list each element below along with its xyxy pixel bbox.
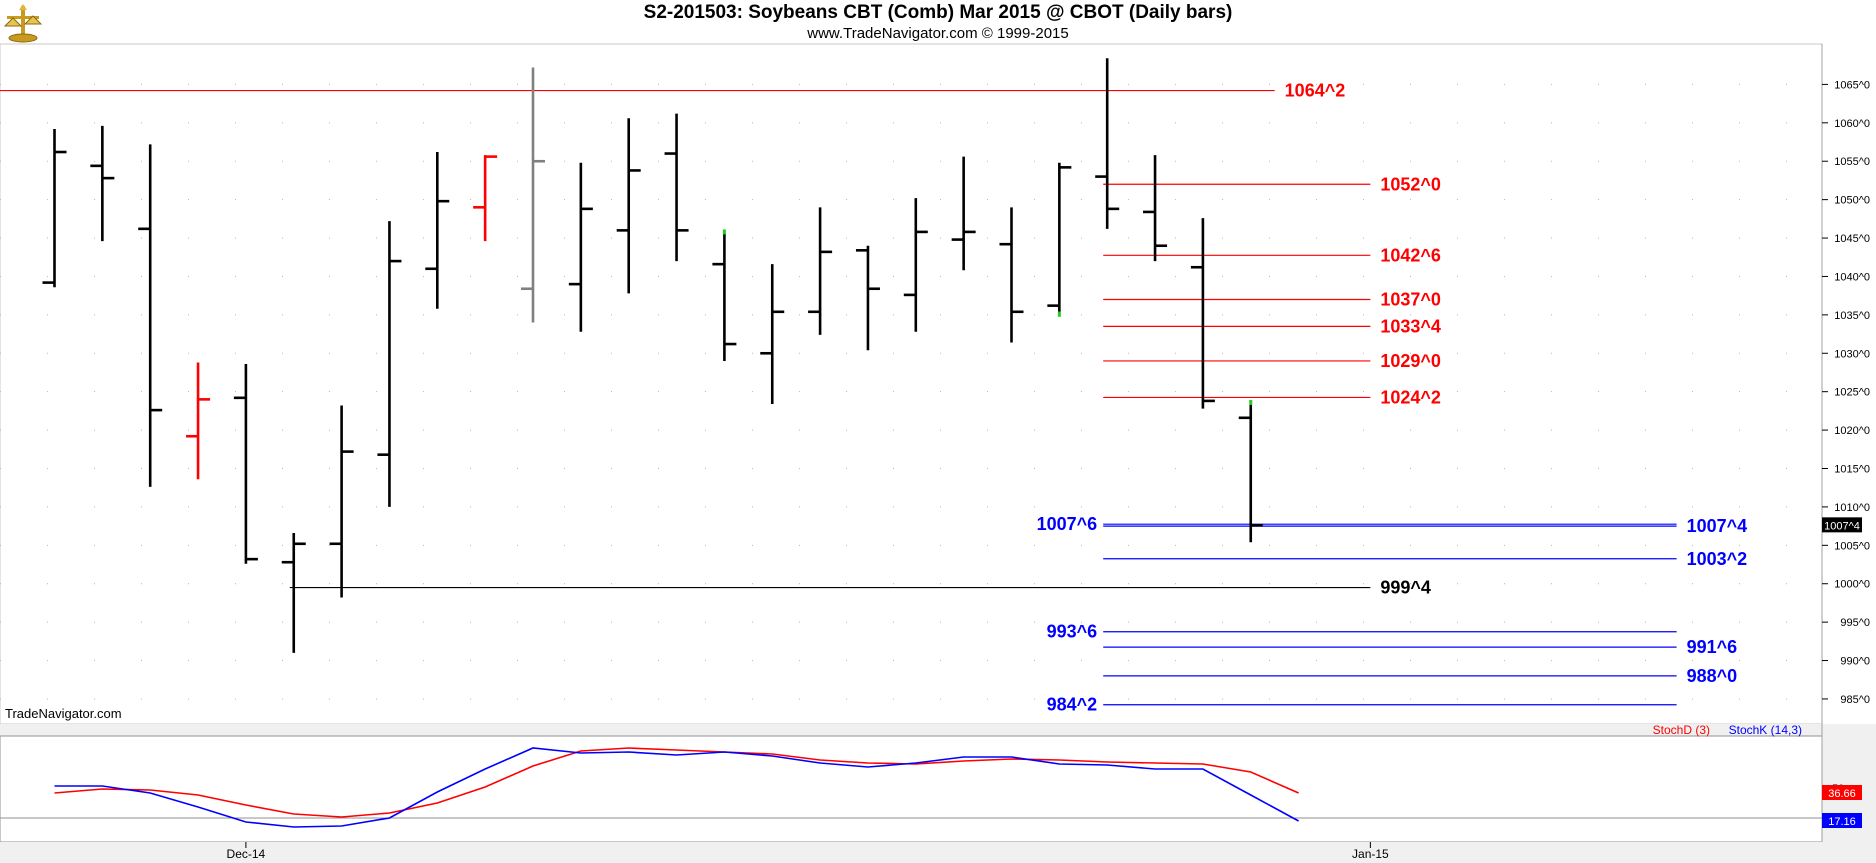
price-axis-label: 1010^0	[1834, 502, 1870, 514]
price-axis-label: 1005^0	[1834, 540, 1870, 552]
x-axis-label: Jan-15	[1352, 847, 1389, 861]
price-axis-label: 1050^0	[1834, 195, 1870, 207]
level-label: 1003^2	[1687, 549, 1748, 569]
x-axis-band	[0, 842, 1876, 863]
stoch-panel-frame	[0, 735, 1823, 843]
x-axis-label: Dec-14	[227, 847, 266, 861]
level-label: 984^2	[1047, 695, 1098, 715]
level-label: 1052^0	[1380, 174, 1441, 194]
level-label: 1064^2	[1285, 81, 1346, 101]
last-price-box	[1822, 517, 1862, 533]
level-label: 988^0	[1687, 666, 1738, 686]
stoch-last-box	[1822, 785, 1862, 800]
level-label: 1042^6	[1380, 245, 1441, 265]
chart-subtitle: www.TradeNavigator.com © 1999-2015	[807, 25, 1069, 42]
price-axis-label: 1025^0	[1834, 387, 1870, 399]
stoch-d-line	[54, 747, 1299, 818]
legend-stoch-k: StochK (14,3)	[1729, 723, 1802, 737]
price-axis-label: 1055^0	[1834, 156, 1870, 168]
level-label: 1007^4	[1687, 516, 1748, 536]
level-label: 993^6	[1047, 622, 1098, 642]
stoch-last-label: 36.66	[1828, 788, 1856, 800]
stoch-last-label: 17.16	[1828, 816, 1856, 828]
level-label: 991^6	[1687, 637, 1738, 657]
price-axis-label: 1035^0	[1834, 310, 1870, 322]
price-axis-label: 985^0	[1840, 694, 1870, 706]
price-axis-label: 1020^0	[1834, 425, 1870, 437]
stoch-k-line	[54, 747, 1299, 828]
level-label: 999^4	[1380, 578, 1431, 598]
level-label: 1033^4	[1380, 316, 1441, 336]
level-label: 1024^2	[1380, 387, 1441, 407]
price-axis-label: 995^0	[1840, 617, 1870, 629]
watermark-text: TradeNavigator.com	[5, 706, 122, 721]
price-axis-label: 1030^0	[1834, 348, 1870, 360]
last-price-label: 1007^4	[1824, 520, 1860, 532]
level-label: 1029^0	[1380, 351, 1441, 371]
price-axis-label: 1015^0	[1834, 464, 1870, 476]
price-axis-label: 1045^0	[1834, 233, 1870, 245]
chart-title: S2-201503: Soybeans CBT (Comb) Mar 2015 …	[643, 2, 1233, 23]
stoch-last-box	[1822, 813, 1862, 828]
tradenavigator-logo-icon[interactable]	[3, 2, 43, 44]
legend-stoch-d: StochD (3)	[1653, 723, 1710, 737]
level-label: 1037^0	[1380, 290, 1441, 310]
price-panel-frame	[0, 43, 1823, 725]
price-axis-label: 1065^0	[1834, 79, 1870, 91]
price-axis-label: 1040^0	[1834, 271, 1870, 283]
level-label: 1007^6	[1037, 514, 1098, 534]
price-axis-label: 1000^0	[1834, 579, 1870, 591]
price-axis-label: 990^0	[1840, 656, 1870, 668]
price-axis-label: 1060^0	[1834, 118, 1870, 130]
